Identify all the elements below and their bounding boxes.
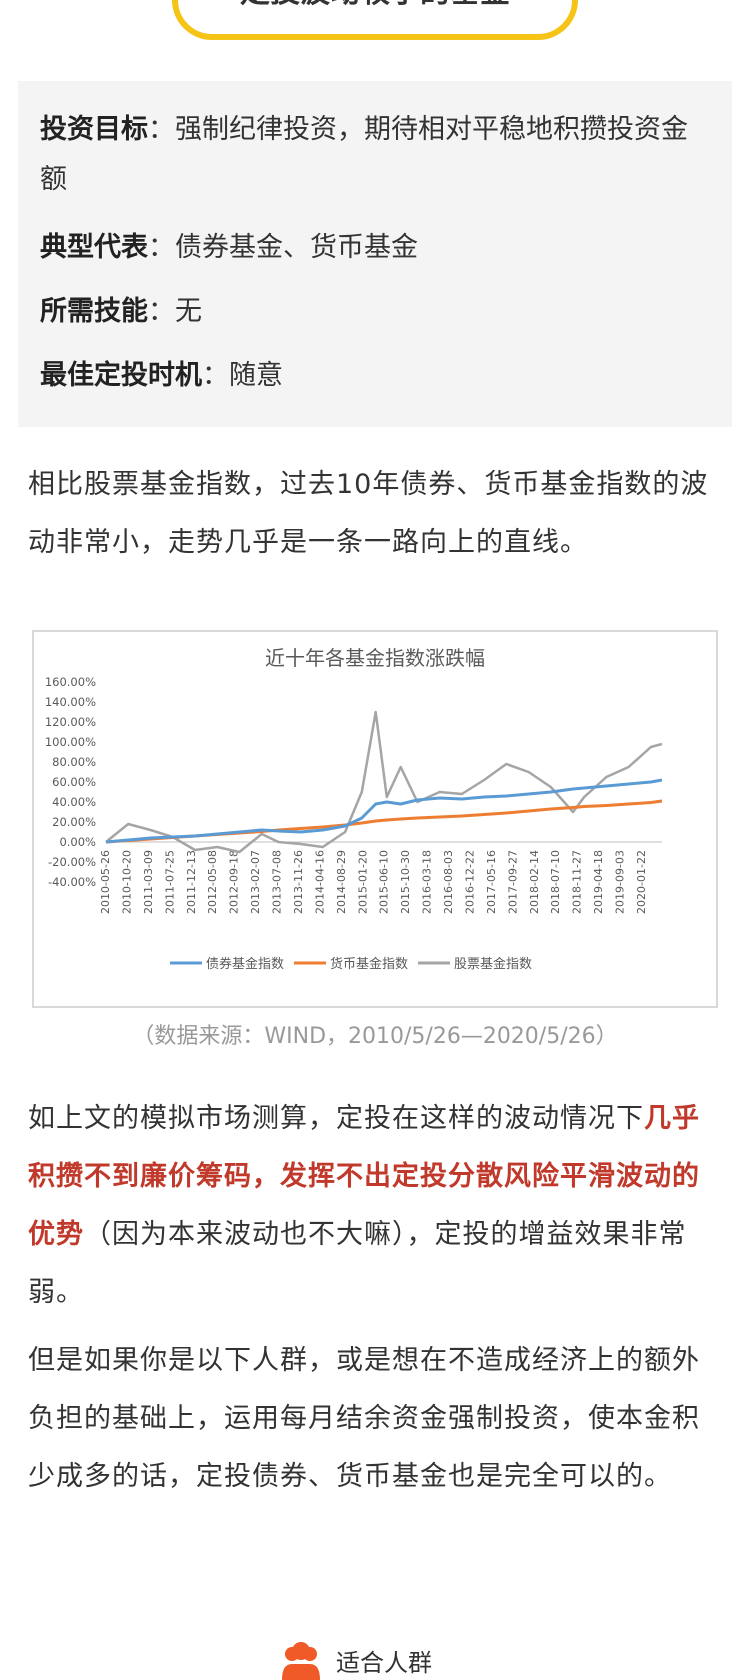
x-tick-label: 2012-09-18 [228,850,241,914]
x-tick-label: 2015-10-30 [399,850,412,914]
x-tick-label: 2012-05-08 [206,850,219,914]
x-tick-label: 2011-07-25 [163,850,176,914]
y-axis-ticks: 160.00% 140.00% 120.00% 100.00% 80.00% 60.00%… [45,675,662,889]
info-row-goal: 投资目标：强制纪律投资，期待相对平稳地积攒投资金额 [40,105,712,205]
paragraph-analysis: 如上文的模拟市场测算，定投在这样的波动情况下几乎积攒不到廉价筹码，发挥不出定投分… [28,1090,723,1322]
x-tick-label: 2011-03-09 [142,850,155,914]
x-tick-label: 2018-07-10 [549,850,562,914]
info-row-representative: 典型代表：债券基金、货币基金 [40,223,712,273]
x-tick-label: 2017-09-27 [506,850,519,914]
x-tick-label: 2016-03-18 [421,850,434,914]
info-label: 典型代表 [40,232,148,263]
chart-caption: （数据来源：WIND，2010/5/26—2020/5/26） [132,1024,618,1049]
x-tick-label: 2015-01-20 [356,850,369,914]
info-card: 投资目标：强制纪律投资，期待相对平稳地积攒投资金额 典型代表：债券基金、货币基金… [18,81,732,427]
section-badge-label: 适合人群 [336,1648,432,1677]
series-line-2 [105,710,663,854]
x-tick-label: 2010-05-26 [99,850,112,914]
legend-label: 债券基金指数 [206,956,284,972]
x-tick-label: 2018-02-14 [528,850,541,914]
y-tick-label: 60.00% [52,775,96,789]
y-tick-label: 80.00% [52,755,96,769]
chart-legend: 债券基金指数 货币基金指数 股票基金指数 [170,956,532,972]
y-tick-label: -20.00% [48,855,96,869]
x-tick-label: 2018-11-27 [571,850,584,914]
y-tick-label: 100.00% [45,735,96,749]
y-tick-label: 160.00% [45,675,96,689]
legend-label: 货币基金指数 [330,956,408,972]
x-tick-label: 2013-02-07 [249,850,262,914]
info-label: 所需技能 [40,296,148,327]
analysis-text-post: （因为本来波动也不大嘛），定投的增益效果非常弱。 [28,1219,687,1308]
series-line-0 [105,778,663,844]
y-tick-label: 0.00% [59,835,96,849]
x-tick-label: 2013-11-26 [292,850,305,914]
x-tick-label: 2014-08-29 [335,850,348,914]
x-tick-label: 2014-04-16 [313,850,326,914]
info-value: ：强制纪律投资，期待相对平稳地积攒投资金额 [40,114,688,195]
info-value: ：债券基金、货币基金 [148,232,418,263]
x-tick-label: 2020-01-22 [635,850,648,914]
chart-frame: 近十年各基金指数涨跌幅 160.00% 140.00% 120.00% 100.00%… [32,630,718,1008]
x-tick-label: 2015-06-10 [378,850,391,914]
chart-title: 近十年各基金指数涨跌幅 [265,646,485,670]
x-tick-label: 2019-04-18 [592,850,605,914]
series-lines [105,710,663,854]
paragraph-audience: 但是如果你是以下人群，或是想在不造成经济上的额外负担的基础上，运用每月结余资金强… [28,1345,700,1492]
x-axis-ticks: 2010-05-26 2010-10-20 2011-03-09 2011-07-25… [99,850,648,914]
info-label: 投资目标 [40,114,148,145]
info-row-timing: 最佳定投时机：随意 [40,351,712,401]
y-tick-label: 140.00% [45,695,96,709]
legend-label: 股票基金指数 [454,956,532,972]
y-tick-label: 40.00% [52,795,96,809]
y-tick-label: -40.00% [48,875,96,889]
x-tick-label: 2013-07-08 [271,850,284,914]
info-row-skills: 所需技能：无 [40,287,712,337]
x-tick-label: 2016-08-03 [442,850,455,914]
y-tick-label: 20.00% [52,815,96,829]
x-tick-label: 2010-10-20 [120,850,133,914]
x-tick-label: 2017-05-16 [485,850,498,914]
x-tick-label: 2016-12-22 [463,850,476,914]
section-header-title: 定投波动较小的基金 [240,0,510,8]
paragraph-intro: 相比股票基金指数，过去10年债券、货币基金指数的波动非常小，走势几乎是一条一路向… [28,469,709,558]
info-label: 最佳定投时机 [40,360,202,391]
x-tick-label: 2011-12-13 [185,850,198,914]
info-value: ：随意 [202,360,283,391]
x-tick-label: 2019-09-03 [614,850,627,914]
line-chart: 近十年各基金指数涨跌幅 160.00% 140.00% 120.00% 100.00%… [45,646,663,972]
y-tick-label: 120.00% [45,715,96,729]
section-badge-audience: 适合人群 [280,1640,432,1680]
analysis-text-pre: 如上文的模拟市场测算，定投在这样的波动情况下 [28,1103,644,1134]
section-header-pill: 定投波动较小的基金 [172,0,578,40]
info-value: ：无 [148,296,202,327]
analysis-highlight: 几乎积攒不到廉价筹码，发挥不出定投分散风险平滑波动的优势 [28,1103,700,1250]
people-icon [282,1642,320,1680]
